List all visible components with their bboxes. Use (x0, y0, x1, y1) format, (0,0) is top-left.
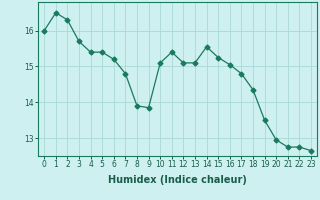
X-axis label: Humidex (Indice chaleur): Humidex (Indice chaleur) (108, 175, 247, 185)
